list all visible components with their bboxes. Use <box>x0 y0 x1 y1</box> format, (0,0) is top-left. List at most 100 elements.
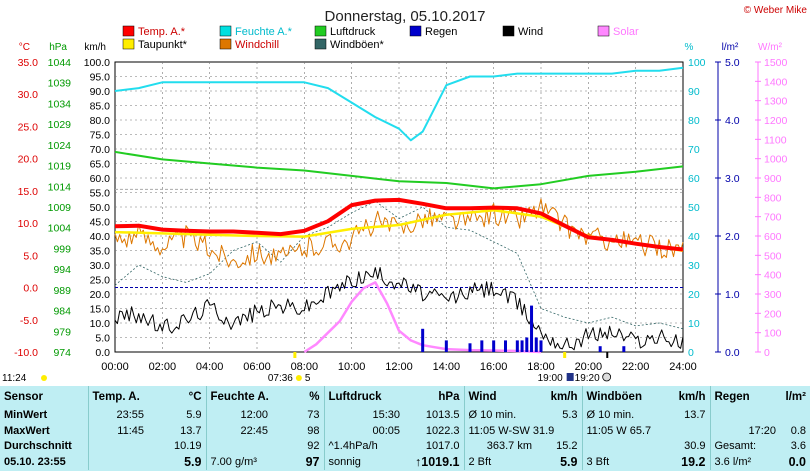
axis-tick-pressure: 974 <box>53 347 71 359</box>
axis-tick-solar: 700 <box>764 212 782 224</box>
axis-tick-x: 06:00 <box>243 361 271 373</box>
header-temp-unit: °C <box>188 391 202 403</box>
axis-tick-pressure: 1024 <box>48 140 72 152</box>
cell: 10.19 <box>173 440 202 452</box>
cell <box>780 408 810 424</box>
axis-tick-x: 04:00 <box>196 361 224 373</box>
header-gusts-unit: km/h <box>678 391 706 403</box>
legend-swatch <box>122 25 135 37</box>
header-rain: Regen <box>709 386 780 408</box>
axis-tick-pressure: 1044 <box>48 57 72 69</box>
legend-label: Windböen* <box>330 39 385 51</box>
axis-tick-x: 14:00 <box>433 361 461 373</box>
legend-label: Windchill <box>235 39 279 51</box>
header-wind-unit: km/h <box>550 391 578 403</box>
cell: 7.00 g/m³ <box>205 454 272 470</box>
cell: 98 <box>307 424 320 437</box>
axis-tick-solar: 1400 <box>764 76 788 88</box>
axis-tick-pressure: 1004 <box>48 223 72 235</box>
axis-tick-wind: 95.0 <box>90 72 111 84</box>
axis-unit-solar: W/m² <box>758 42 783 53</box>
cell: 11:45 <box>87 423 148 439</box>
rain-bar <box>520 340 524 352</box>
axis-tick-rain: 1.0 <box>725 289 740 301</box>
chart-canvas: Donnerstag, 05.10.2017 © Weber Mike Temp. … <box>2 5 807 384</box>
axis-tick-solar: 1200 <box>764 115 788 127</box>
legend-label: Temp. A.* <box>138 26 186 38</box>
cell: 23:55 <box>87 408 148 424</box>
axis-tick-humidity: 20 <box>688 289 700 301</box>
legend-swatch <box>409 25 422 37</box>
rain-bar <box>421 328 425 352</box>
axis-tick-pressure: 1009 <box>48 202 72 214</box>
rain-bar <box>539 340 543 352</box>
sunrise-time: 07:36 <box>268 373 293 384</box>
header-pressure-unit: hPa <box>438 391 460 403</box>
cell: 73 <box>307 409 320 421</box>
axis-tick-solar: 800 <box>764 192 782 204</box>
axis-tick-pressure: 984 <box>53 306 71 318</box>
axis-tick-x: 24:00 <box>669 361 697 373</box>
sunrise-hours: 5 <box>305 373 311 384</box>
axis-tick-x: 00:00 <box>101 361 129 373</box>
legend-label: Solar <box>613 26 639 38</box>
axis-tick-solar: 500 <box>764 250 782 262</box>
axis-unit-wind: km/h <box>84 42 106 53</box>
legend-swatch <box>122 38 135 50</box>
cell: 1022.3 <box>425 424 460 437</box>
rain-bar <box>468 343 472 352</box>
axis-tick-solar: 200 <box>764 308 782 320</box>
header-humidity: Feuchte A. <box>205 386 272 408</box>
legend-swatch <box>219 38 232 50</box>
series-line <box>114 200 684 330</box>
axis-tick-humidity: 50 <box>688 202 700 214</box>
header-wind: Wind <box>463 386 536 408</box>
rain-bar <box>515 340 519 352</box>
cell: Gesamt: <box>709 439 780 455</box>
axis-tick-solar: 900 <box>764 173 782 185</box>
legend-label: Wind <box>518 26 543 38</box>
cell: 3 Bft <box>581 454 662 470</box>
header-rain-unit: l/m² <box>785 391 806 403</box>
axis-tick-wind: 60.0 <box>90 173 111 185</box>
cell: 5.9 <box>186 409 202 421</box>
moon-icon <box>602 372 612 382</box>
axis-tick-wind: 30.0 <box>90 260 111 272</box>
axis-tick-wind: 25.0 <box>90 275 111 287</box>
axis-tick-temp: 25.0 <box>18 121 39 133</box>
cell: 15.2 <box>556 440 578 452</box>
axis-tick-solar: 600 <box>764 231 782 243</box>
axis-tick-x: 18:00 <box>527 361 555 373</box>
axis-tick-wind: 90.0 <box>90 86 111 98</box>
row-label: Durchschnitt <box>4 440 72 452</box>
rain-bar <box>598 346 602 352</box>
axis-tick-solar: 1000 <box>764 154 788 166</box>
axis-tick-pressure: 1039 <box>48 78 72 90</box>
cell: 92 <box>307 440 320 452</box>
axis-tick-temp: 0.0 <box>23 283 38 295</box>
marker-left-time: 11:24 <box>2 373 27 384</box>
legend-label: Luftdruck <box>330 26 376 38</box>
cell: ↑1019.1 <box>415 454 460 469</box>
axis-tick-rain: 5.0 <box>725 57 740 69</box>
cell: 30.9 <box>684 440 706 452</box>
axis-tick-solar: 1100 <box>764 134 787 146</box>
axis-unit-humidity: % <box>685 42 694 53</box>
rain-bar <box>530 305 534 352</box>
cell: 1013.5 <box>425 409 460 421</box>
axis-tick-x: 12:00 <box>385 361 413 373</box>
moon-phase-icon <box>566 373 574 381</box>
axis-tick-humidity: 100 <box>688 57 706 69</box>
series-line <box>114 197 684 252</box>
series-line <box>303 281 542 354</box>
axis-tick-pressure: 1014 <box>48 181 72 193</box>
legend-label: Taupunkt* <box>138 39 188 51</box>
cell: 11:05 W-SW 31.9 <box>463 423 582 439</box>
cell <box>205 439 272 455</box>
cell <box>581 439 662 455</box>
axis-tick-temp: 35.0 <box>18 57 39 69</box>
axis-tick-solar: 1500 <box>764 57 788 69</box>
cell <box>87 454 148 470</box>
sunrise-sun-icon <box>295 375 302 381</box>
axis-unit-pressure: hPa <box>49 42 67 53</box>
